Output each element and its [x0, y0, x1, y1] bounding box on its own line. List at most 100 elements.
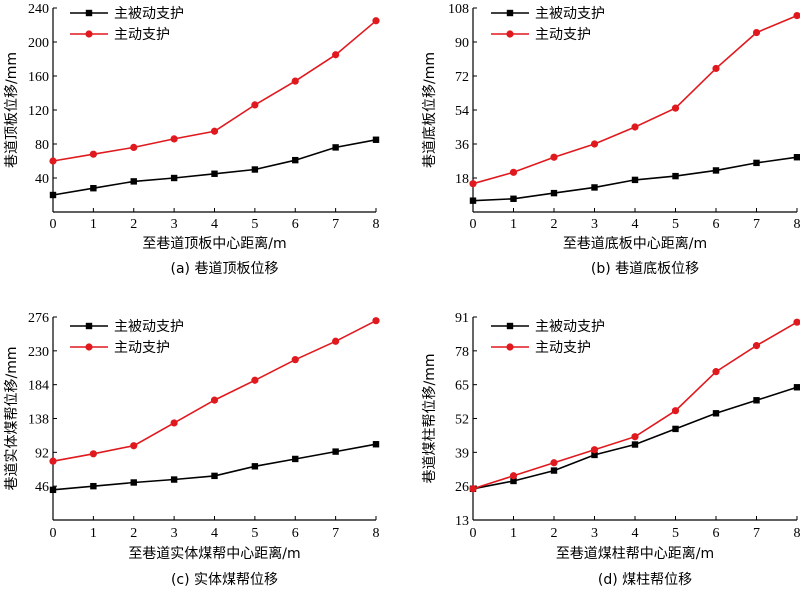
- data-point-square: [251, 463, 259, 470]
- y-tick-label: 46: [35, 480, 49, 495]
- data-point-square: [130, 479, 137, 486]
- data-point-circle: [712, 64, 720, 73]
- x-tick-label: 7: [332, 217, 339, 232]
- x-tick-label: 7: [753, 217, 760, 232]
- x-tick-label: 3: [171, 526, 178, 541]
- data-point-square: [211, 472, 218, 480]
- x-axis-title: 至巷道顶板中心距离/m: [142, 235, 286, 252]
- data-point-square: [631, 176, 639, 184]
- data-point-square: [712, 167, 720, 174]
- data-point-circle: [291, 356, 299, 364]
- y-tick-label: 72: [455, 70, 469, 85]
- y-tick-label: 160: [28, 70, 49, 85]
- x-tick-label: 6: [292, 526, 299, 541]
- x-tick-label: 5: [251, 526, 258, 541]
- x-tick-label: 4: [632, 526, 639, 541]
- data-point-circle: [372, 317, 380, 325]
- x-tick-label: 2: [551, 217, 558, 232]
- data-point-circle: [671, 104, 680, 112]
- data-point-circle: [752, 28, 761, 37]
- y-axis-title: 巷道实体煤帮位移/mm: [4, 347, 20, 491]
- data-point-square: [469, 197, 477, 204]
- data-point-circle: [210, 396, 219, 404]
- y-tick-label: 240: [28, 2, 49, 17]
- x-tick-label: 0: [470, 526, 477, 541]
- x-axis-title: 至巷道煤柱帮中心距离/m: [556, 545, 714, 562]
- data-point-circle: [291, 77, 299, 85]
- data-point-square: [672, 172, 679, 180]
- legend-label: 主被动支护: [535, 319, 605, 335]
- legend-marker-square: [506, 322, 514, 330]
- data-point-circle: [469, 180, 477, 188]
- y-tick-label: 18: [455, 172, 469, 187]
- data-point-square: [591, 451, 598, 459]
- data-point-circle: [170, 135, 178, 143]
- data-point-square: [550, 189, 558, 197]
- legend-marker-circle: [506, 30, 514, 38]
- y-tick-label: 92: [35, 446, 49, 461]
- x-tick-label: 5: [672, 526, 679, 541]
- x-tick-label: 6: [292, 217, 299, 232]
- legend-label: 主动支护: [535, 340, 591, 356]
- data-point-circle: [89, 450, 97, 458]
- x-tick-label: 0: [50, 526, 57, 541]
- x-tick-label: 5: [251, 217, 258, 232]
- data-point-circle: [170, 419, 178, 427]
- x-tick-label: 2: [130, 526, 137, 541]
- x-tick-label: 8: [373, 217, 380, 232]
- data-point-square: [510, 477, 517, 485]
- legend-label: 主被动支护: [114, 319, 184, 335]
- x-tick-label: 4: [632, 217, 639, 232]
- data-point-square: [372, 136, 380, 143]
- y-tick-label: 39: [455, 446, 469, 461]
- x-tick-label: 4: [211, 217, 218, 232]
- y-tick-label: 91: [455, 311, 469, 326]
- series-line: [52, 443, 377, 491]
- data-point-circle: [712, 368, 720, 376]
- y-tick-label: 40: [35, 172, 49, 187]
- data-point-circle: [332, 337, 340, 345]
- x-axis-title: 至巷道底板中心距离/m: [563, 235, 707, 252]
- data-point-circle: [590, 140, 599, 148]
- data-point-square: [672, 425, 679, 433]
- legend-marker-square: [85, 9, 93, 17]
- data-point-square: [211, 170, 218, 177]
- x-tick-label: 1: [510, 526, 517, 541]
- data-point-circle: [251, 101, 259, 109]
- series-line: [52, 139, 377, 196]
- series-line: [472, 14, 798, 185]
- data-point-circle: [793, 11, 800, 20]
- data-point-square: [793, 384, 800, 391]
- x-axis-title: 至巷道实体煤帮中心距离/m: [128, 545, 300, 562]
- data-point-circle: [631, 123, 639, 131]
- x-tick-label: 2: [551, 526, 558, 541]
- x-tick-label: 1: [90, 217, 97, 232]
- legend-marker-circle: [85, 30, 93, 38]
- panel-caption: (a) 巷道顶板位移: [171, 261, 279, 277]
- data-point-circle: [752, 342, 761, 350]
- y-axis-title: 巷道底板位移/mm: [422, 52, 438, 168]
- y-tick-label: 120: [28, 104, 49, 119]
- data-point-square: [170, 476, 178, 483]
- data-point-square: [753, 159, 760, 167]
- chart-panel-a: 0 1 2 3 4 5 6 7 8 40 80 120 160 200 240 至巷道顶板中心距离/m 巷道顶板…: [4, 2, 380, 277]
- legend-marker-square: [85, 322, 93, 330]
- series-line: [52, 319, 377, 462]
- data-point-square: [793, 154, 800, 161]
- y-tick-label: 52: [455, 413, 469, 428]
- x-tick-label: 2: [130, 217, 137, 232]
- legend-label: 主动支护: [114, 340, 170, 356]
- y-tick-label: 36: [455, 138, 469, 153]
- x-tick-label: 7: [332, 526, 339, 541]
- x-tick-label: 7: [753, 526, 760, 541]
- x-tick-label: 8: [794, 217, 800, 232]
- x-tick-label: 0: [50, 217, 57, 232]
- data-point-square: [90, 482, 97, 490]
- x-tick-label: 8: [794, 526, 800, 541]
- y-tick-label: 184: [28, 379, 49, 394]
- panel-caption: (c) 实体煤帮位移: [171, 572, 278, 588]
- x-tick-label: 5: [672, 217, 679, 232]
- x-tick-label: 3: [171, 217, 178, 232]
- x-tick-label: 8: [373, 526, 380, 541]
- data-point-circle: [49, 457, 57, 465]
